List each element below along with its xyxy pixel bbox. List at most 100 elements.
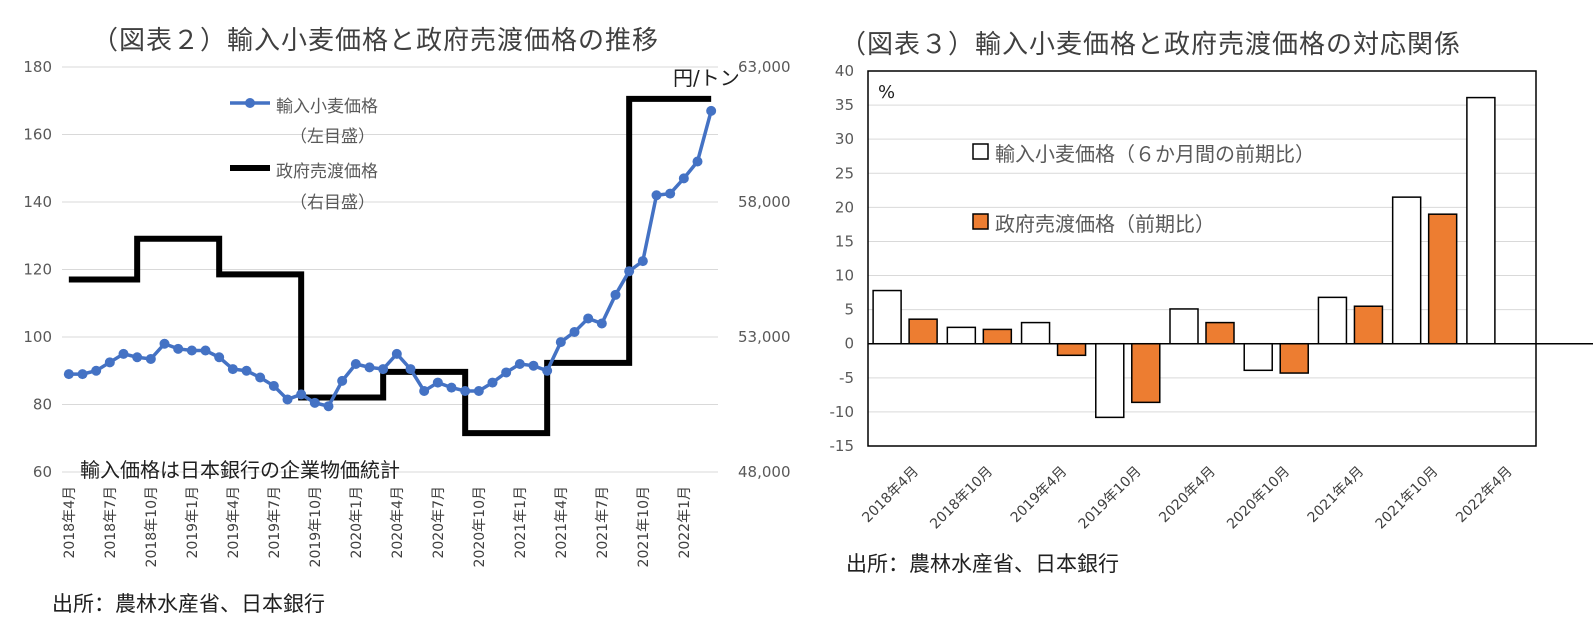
import-price-point: [159, 338, 170, 349]
right-legend: [972, 143, 989, 230]
import-price-series: [63, 105, 717, 412]
import-price-point: [227, 364, 238, 375]
right-y-tick-label: 5: [844, 301, 854, 319]
import-price-point: [296, 389, 307, 400]
import-change-bar: [1169, 308, 1199, 345]
import-price-point: [473, 386, 484, 396]
import-price-point: [542, 365, 553, 376]
legend-gov-change-icon: [972, 213, 989, 230]
import-price-point: [173, 343, 184, 354]
import-price-point: [692, 156, 703, 167]
gov-change-bar: [908, 318, 938, 345]
left-legend: [230, 98, 270, 171]
import-price-point: [241, 365, 252, 376]
right-y-tick-label: 0: [844, 335, 854, 353]
left-x-tick-label: 2018年7月: [103, 486, 119, 559]
import-price-point: [378, 364, 389, 375]
legend-gov-change-label: 政府売渡価格（前期比）: [995, 212, 1215, 236]
right-x-tick-label: 2018年4月: [859, 464, 922, 527]
import-price-point: [145, 353, 156, 364]
import-change-bar: [1095, 342, 1125, 419]
import-change-bar: [1243, 342, 1273, 372]
gov-price-line: [68, 95, 712, 437]
legend-gov-axis-note: （右目盛）: [290, 193, 375, 213]
left-x-tick-label: 2018年4月: [62, 486, 78, 559]
left-chart-title: （図表２）輸入小麦価格と政府売渡価格の推移: [92, 26, 660, 56]
right-y-tick-label: 25: [835, 164, 854, 182]
right-x-tick-label: 2021年10月: [1373, 464, 1442, 533]
right-chart-panel: （図表３）輸入小麦価格と政府売渡価格の対応関係 -15 -10 -5 0 5 10 15 20…: [800, 0, 1593, 641]
import-price-point: [268, 380, 279, 391]
left-chart-plot: 60 80 100 120 140 160 180 48,000 53,000 58,000 63…: [23, 58, 791, 567]
legend-import-axis-note: （左目盛）: [290, 127, 375, 147]
right-x-tick-label: 2019年4月: [1008, 464, 1071, 527]
left-y-tick-label: 100: [23, 328, 52, 346]
import-price-point: [665, 188, 676, 199]
legend-import-marker-icon: [245, 98, 255, 108]
import-price-point: [364, 362, 375, 373]
left-x-tick-label: 2019年4月: [226, 486, 242, 559]
import-price-point: [255, 372, 266, 383]
right-x-axis: 2018年4月 2018年10月 2019年4月 2019年10月 2020年4月 202…: [859, 464, 1515, 533]
right-y-axis: 48,000 53,000 58,000 63,000: [738, 58, 791, 481]
left-x-tick-label: 2020年7月: [431, 486, 447, 559]
right-y-tick-label: 40: [835, 62, 854, 80]
import-price-point: [132, 352, 143, 363]
import-price-note: 輸入価格は日本銀行の企業物価統計: [80, 458, 400, 482]
right-y-tick-label: 58,000: [738, 193, 791, 211]
left-x-tick-label: 2020年1月: [349, 486, 365, 559]
left-x-tick-label: 2020年4月: [390, 486, 406, 559]
import-price-point: [77, 369, 88, 380]
gov-change-bar: [1056, 342, 1087, 357]
gov-change-bar: [1205, 321, 1235, 345]
import-price-point: [432, 377, 443, 388]
right-y-tick-label: 48,000: [738, 463, 791, 481]
import-price-point: [610, 289, 621, 300]
plot-frame: [867, 70, 1537, 447]
import-price-point: [309, 397, 320, 408]
left-chart-panel: （図表２）輸入小麦価格と政府売渡価格の推移 60 80 100 120 140 160 18…: [23, 26, 791, 616]
import-price-point: [528, 360, 539, 371]
left-x-tick-label: 2021年1月: [513, 486, 529, 559]
import-price-point: [596, 318, 607, 329]
import-price-point: [501, 367, 512, 378]
gov-change-bar: [982, 328, 1013, 345]
right-y-tick-label: 10: [835, 267, 854, 285]
gov-price-series: [68, 95, 712, 437]
right-y-tick-label: -10: [830, 403, 855, 421]
right-x-tick-label: 2021年4月: [1305, 464, 1368, 527]
import-price-point: [651, 190, 662, 201]
left-y-tick-label: 60: [33, 463, 52, 481]
gov-change-bar: [1279, 342, 1309, 374]
right-source: 出所：農林水産省、日本銀行: [846, 552, 1119, 576]
right-y-tick-label: -5: [839, 369, 854, 387]
import-price-point: [555, 337, 566, 348]
left-y-tick-label: 180: [23, 58, 52, 76]
gov-change-bar: [1427, 213, 1458, 345]
import-price-point: [569, 326, 580, 337]
left-x-tick-label: 2022年1月: [677, 486, 693, 559]
legend-import-change-label: 輸入小麦価格（６か月間の前期比）: [995, 142, 1315, 166]
right-unit-percent: %: [878, 82, 896, 103]
right-y-tick-label: 35: [835, 96, 854, 114]
left-x-tick-label: 2021年7月: [595, 486, 611, 559]
left-x-tick-label: 2019年10月: [308, 486, 324, 567]
import-price-point: [583, 313, 594, 324]
import-price-point: [624, 266, 635, 277]
import-price-point: [350, 359, 361, 369]
right-y-axis: -15 -10 -5 0 5 10 15 20 25 30 35 40: [830, 62, 855, 455]
import-price-point: [91, 365, 102, 376]
import-price-point: [200, 345, 211, 356]
left-y-tick-label: 80: [33, 396, 52, 414]
right-x-tick-label: 2020年10月: [1224, 464, 1293, 533]
legend-import-label: 輸入小麦価格: [276, 97, 378, 117]
import-change-bar: [1020, 321, 1051, 345]
import-price-point: [706, 105, 717, 116]
left-x-tick-label: 2021年4月: [554, 486, 570, 559]
right-y-tick-label: 30: [835, 130, 854, 148]
left-x-tick-label: 2019年7月: [267, 486, 283, 559]
import-price-point: [323, 401, 334, 412]
import-price-point: [460, 386, 471, 396]
import-change-bar: [1466, 96, 1496, 345]
left-x-axis: 2018年4月 2018年7月 2018年10月 2019年1月 2019年4月 2019…: [62, 486, 693, 567]
